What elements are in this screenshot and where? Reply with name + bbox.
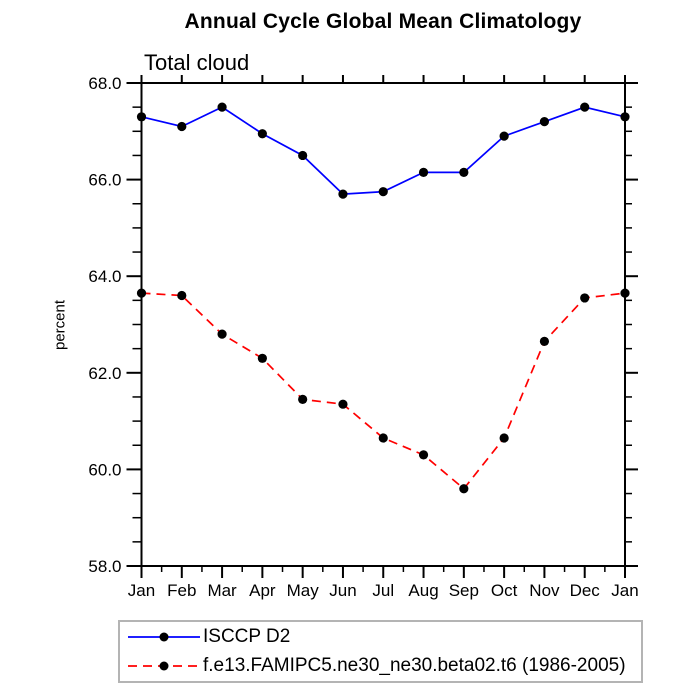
plot-border [140, 82, 626, 567]
x-axis-tick-label: Mar [207, 581, 237, 600]
legend-label-model: f.e13.FAMIPC5.ne30_ne30.beta02.t6 (1986-… [203, 654, 626, 676]
data-point-marker [257, 129, 267, 139]
x-axis-tick-label: Oct [491, 581, 518, 600]
data-point-marker [338, 399, 348, 409]
data-point-marker [298, 150, 308, 161]
legend-line-sample-dashed [128, 661, 200, 671]
x-axis-tick-label: Dec [570, 581, 601, 600]
x-axis-tick-label: Jan [611, 581, 638, 600]
x-axis-tick-label: May [287, 581, 320, 600]
x-axis-tick-label: Sep [449, 581, 479, 600]
data-point-marker [217, 329, 227, 339]
x-axis-tick-label: Jun [329, 581, 356, 600]
data-point-marker [418, 450, 429, 460]
data-point-marker [257, 353, 267, 363]
series-line-0 [141, 106, 626, 195]
x-axis-tick-label: Apr [249, 581, 276, 600]
series-line-1 [141, 292, 626, 490]
legend-line-sample-solid [128, 632, 200, 642]
legend-sample-marker [159, 661, 169, 671]
data-point-marker [338, 189, 348, 199]
y-axis-tick-label: 58.0 [88, 557, 121, 576]
x-axis-tick-label: Nov [529, 581, 560, 600]
data-point-marker [136, 112, 147, 122]
data-point-marker [539, 336, 550, 347]
data-point-marker [459, 167, 469, 177]
legend-box: ISCCP D2 f.e13.FAMIPC5.ne30_ne30.beta02.… [118, 620, 643, 683]
data-point-marker [378, 433, 388, 443]
y-axis-tick-label: 60.0 [88, 460, 121, 479]
data-point-marker [459, 484, 469, 494]
chart-title: Annual Cycle Global Mean Climatology [184, 10, 582, 33]
data-point-marker [217, 102, 227, 112]
data-point-marker [580, 293, 590, 303]
data-point-marker [620, 112, 630, 122]
legend-label-isccp: ISCCP D2 [203, 626, 291, 648]
y-axis-tick-label: 62.0 [88, 364, 121, 383]
y-axis-tick-label: 66.0 [88, 171, 121, 190]
data-point-marker [177, 290, 187, 301]
data-point-marker [298, 394, 308, 404]
data-point-marker [418, 167, 429, 177]
data-point-marker [499, 131, 509, 141]
legend-sample-marker [159, 632, 169, 642]
x-axis-tick-label: Aug [408, 581, 438, 600]
data-point-marker [620, 288, 630, 298]
legend-row-model: f.e13.FAMIPC5.ne30_ne30.beta02.t6 (1986-… [128, 653, 641, 679]
data-point-marker [580, 102, 590, 112]
y-axis-tick-label: 68.0 [88, 74, 121, 93]
data-point-marker [378, 187, 388, 197]
data-point-marker [177, 121, 187, 132]
data-point-marker [499, 433, 509, 443]
data-point-marker [539, 117, 550, 127]
legend-row-isccp: ISCCP D2 [128, 624, 641, 650]
x-axis-tick-label: Jul [372, 581, 394, 600]
x-axis-tick-label: Jan [128, 581, 155, 600]
data-point-marker [136, 288, 147, 298]
x-axis-tick-label: Feb [167, 581, 196, 600]
chart-subtitle: Total cloud [144, 50, 250, 75]
y-axis-tick-label: 64.0 [88, 267, 121, 286]
